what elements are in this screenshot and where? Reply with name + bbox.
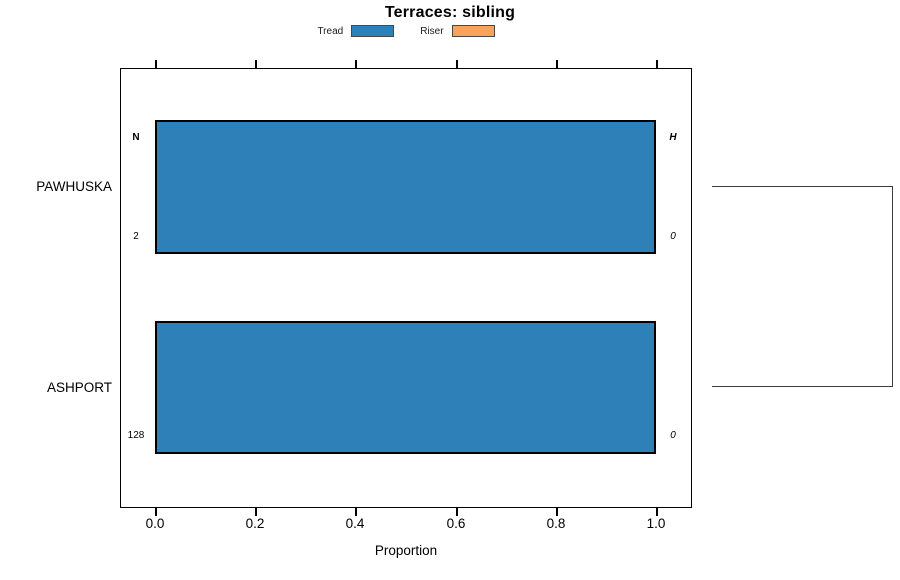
- annotation-ashport-n-value: 128: [127, 430, 145, 441]
- x-axis-top-tick: [255, 60, 257, 68]
- x-tick-label: 0.4: [345, 516, 365, 531]
- annotation-right-header-H: H: [669, 132, 677, 143]
- x-axis-bottom-tick: [155, 508, 157, 516]
- x-tick-label: 1.0: [646, 516, 666, 531]
- bar-ashport-tread: [155, 321, 656, 454]
- row-link-bracket: [712, 186, 893, 387]
- annotation-left-header-N: N: [132, 132, 140, 143]
- annotation-pawhuska-h-value: 0: [670, 231, 676, 242]
- x-axis-top-tick: [155, 60, 157, 68]
- x-axis-title: Proportion: [374, 543, 438, 558]
- legend-label-riser: Riser: [420, 25, 444, 37]
- y-category-label-pawhuska: PAWHUSKA: [36, 179, 112, 194]
- legend-item-tread: Tread: [317, 25, 395, 37]
- x-axis-top-tick: [656, 60, 658, 68]
- x-tick-label: 0.6: [446, 516, 466, 531]
- y-category-label-ashport: ASHPORT: [46, 380, 112, 395]
- annotation-ashport-h-value: 0: [670, 430, 676, 441]
- legend-swatch-riser: [451, 25, 495, 37]
- x-axis-bottom-tick: [456, 508, 458, 516]
- x-axis-bottom-tick: [656, 508, 658, 516]
- bar-pawhuska-tread: [155, 120, 656, 254]
- legend: Tread Riser: [120, 25, 692, 37]
- x-axis-bottom-tick: [255, 508, 257, 516]
- x-axis-top-tick: [456, 60, 458, 68]
- annotation-pawhuska-n-value: 2: [133, 231, 139, 242]
- chart-title: Terraces: sibling: [384, 4, 516, 21]
- x-axis-bottom-tick: [355, 508, 357, 516]
- x-tick-label: 0.8: [546, 516, 566, 531]
- legend-swatch-tread: [351, 25, 395, 37]
- x-axis-bottom-tick: [556, 508, 558, 516]
- legend-label-tread: Tread: [317, 25, 344, 37]
- x-tick-label: 0.2: [245, 516, 265, 531]
- x-axis-top-tick: [556, 60, 558, 68]
- legend-item-riser: Riser: [420, 25, 495, 37]
- x-tick-label: 0.0: [145, 516, 165, 531]
- x-axis-top-tick: [355, 60, 357, 68]
